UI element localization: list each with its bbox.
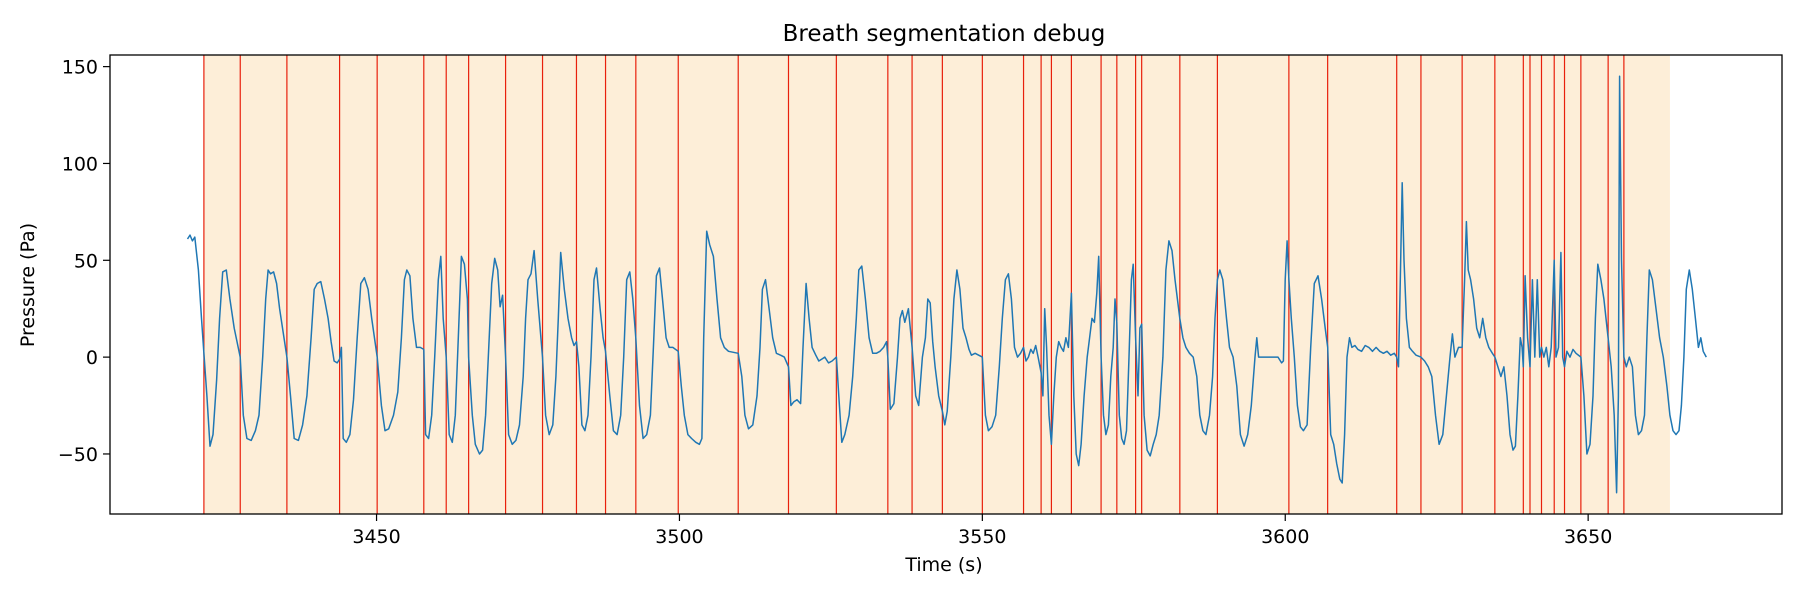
- breath-boundaries: [203, 55, 1625, 514]
- y-axis-label: Pressure (Pa): [17, 223, 39, 347]
- y-tick-label: 100: [62, 153, 98, 175]
- y-axis-ticks: −50 0 50 100 150: [58, 57, 110, 466]
- plot-area: [186, 55, 1707, 514]
- pressure-series-line: [186, 75, 1707, 494]
- x-tick-label: 3600: [1261, 526, 1309, 548]
- y-tick-label: 0: [86, 347, 98, 369]
- y-tick-label: 50: [74, 250, 98, 272]
- x-tick-label: 3500: [655, 526, 703, 548]
- x-axis-label: Time (s): [904, 554, 982, 576]
- x-tick-label: 3450: [352, 526, 400, 548]
- breath-shaded-region: [203, 55, 1670, 514]
- chart-title: Breath segmentation debug: [783, 21, 1106, 47]
- x-tick-label: 3650: [1564, 526, 1612, 548]
- y-tick-label: 150: [62, 57, 98, 79]
- y-tick-label: −50: [58, 444, 98, 466]
- x-tick-label: 3550: [958, 526, 1006, 548]
- axes-frame: [109, 54, 1783, 515]
- x-axis-ticks: 3450 3500 3550 3600 3650: [352, 514, 1612, 548]
